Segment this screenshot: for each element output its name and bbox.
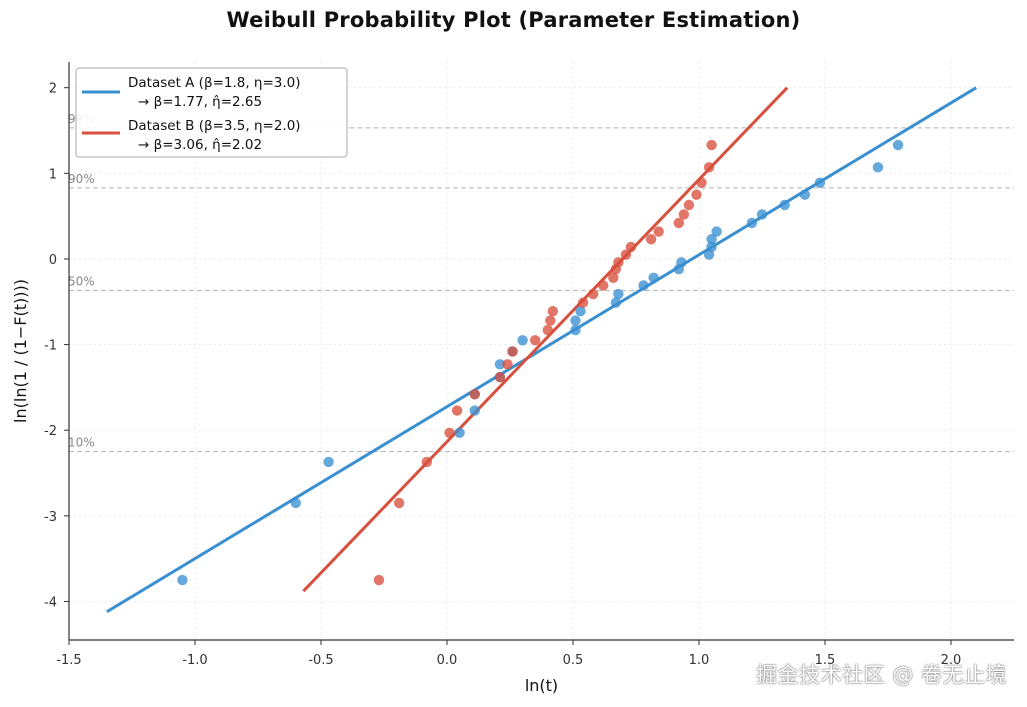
x-tick-label: 1.5	[815, 653, 836, 668]
data-point	[393, 497, 405, 509]
data-point	[444, 427, 455, 438]
y-tick-label: 2	[49, 82, 57, 97]
y-tick-label: -1	[44, 339, 57, 354]
data-point	[547, 305, 559, 317]
x-tick-label: -0.5	[308, 653, 333, 668]
y-tick-label: 1	[49, 167, 57, 182]
data-point	[613, 257, 624, 268]
data-point	[625, 241, 637, 253]
axes: -1.5 -1.0 -0.5 0.0 0.5 1.0 1.5 2.0 -4 -3 -2 -1 0 1 2 ln…	[11, 62, 1014, 695]
data-point	[494, 359, 506, 370]
data-point	[290, 497, 301, 509]
watermark: 掘金技术社区 @ 卷无止境	[756, 663, 1007, 687]
y-tick-label: -3	[44, 510, 57, 525]
x-tick-label: 0.0	[437, 653, 458, 668]
reference-line-label: 90%	[68, 172, 95, 186]
data-point	[653, 226, 664, 237]
x-tick-label: -1.0	[182, 653, 207, 668]
x-tick-label: 0.5	[563, 653, 584, 668]
data-point	[421, 456, 433, 468]
data-point	[608, 272, 619, 283]
data-point	[703, 162, 715, 173]
data-points	[177, 139, 904, 586]
legend-label-dataset-a: Dataset A (β=1.8, η=3.0)	[128, 75, 301, 91]
data-point	[577, 297, 589, 308]
reference-lines: 10%50%90%99%	[68, 112, 1014, 453]
legend-estimate-dataset-b: → β=3.06, η̂=2.02	[138, 137, 262, 153]
data-point	[678, 209, 690, 220]
data-point	[373, 574, 385, 586]
y-axis-label: ln(ln(1 / (1−F(t))))	[11, 279, 30, 423]
data-point	[648, 272, 659, 283]
x-tick-label: -1.5	[56, 653, 81, 668]
data-point	[570, 324, 581, 336]
data-point	[683, 199, 695, 211]
y-tick-label: -4	[44, 595, 57, 610]
data-point	[892, 139, 904, 151]
data-point	[469, 389, 480, 400]
data-point	[610, 297, 622, 308]
data-point	[517, 335, 528, 346]
data-point	[542, 324, 553, 336]
legend-label-dataset-b: Dataset B (β=3.5, η=2.0)	[128, 118, 301, 134]
legend: Dataset A (β=1.8, η=3.0) → β=1.77, η̂=2.…	[75, 67, 348, 158]
reference-line-label: 50%	[68, 275, 95, 289]
data-point	[502, 359, 513, 370]
legend-box	[75, 67, 348, 158]
y-tick-label: -2	[44, 424, 57, 439]
data-point	[545, 315, 556, 326]
x-tick-label: 2.0	[941, 653, 962, 668]
x-axis-label: ln(t)	[525, 676, 558, 695]
data-point	[756, 209, 768, 220]
chart-title: Weibull Probability Plot (Parameter Esti…	[226, 8, 801, 32]
data-point	[587, 288, 599, 300]
data-point	[494, 371, 506, 383]
data-point	[779, 199, 790, 211]
x-tick-label: 1.0	[689, 653, 710, 668]
data-point	[711, 226, 722, 237]
data-point	[706, 241, 717, 253]
data-point	[706, 234, 717, 245]
data-point	[645, 234, 657, 245]
data-point	[451, 405, 463, 416]
data-point	[507, 346, 518, 357]
legend-estimate-dataset-a: → β=1.77, η̂=2.65	[138, 94, 262, 110]
data-point	[177, 574, 188, 586]
data-point	[469, 405, 480, 416]
fit-line	[106, 86, 977, 614]
data-point	[706, 139, 717, 151]
fit-lines	[106, 86, 977, 614]
data-point	[454, 427, 465, 438]
y-tick-label: 0	[49, 253, 57, 268]
data-point	[799, 189, 811, 200]
data-point	[620, 249, 632, 260]
data-point	[691, 189, 702, 200]
data-point	[673, 217, 685, 229]
data-point	[814, 177, 826, 188]
data-point	[872, 162, 884, 173]
data-point	[638, 280, 649, 291]
data-point	[323, 456, 334, 468]
data-point	[676, 257, 687, 268]
data-point	[746, 217, 758, 229]
data-point	[570, 315, 581, 326]
data-point	[575, 305, 586, 317]
data-point	[598, 280, 609, 291]
data-point	[530, 335, 541, 346]
reference-line-label: 10%	[68, 436, 95, 450]
data-point	[696, 177, 707, 188]
data-point	[613, 288, 624, 300]
